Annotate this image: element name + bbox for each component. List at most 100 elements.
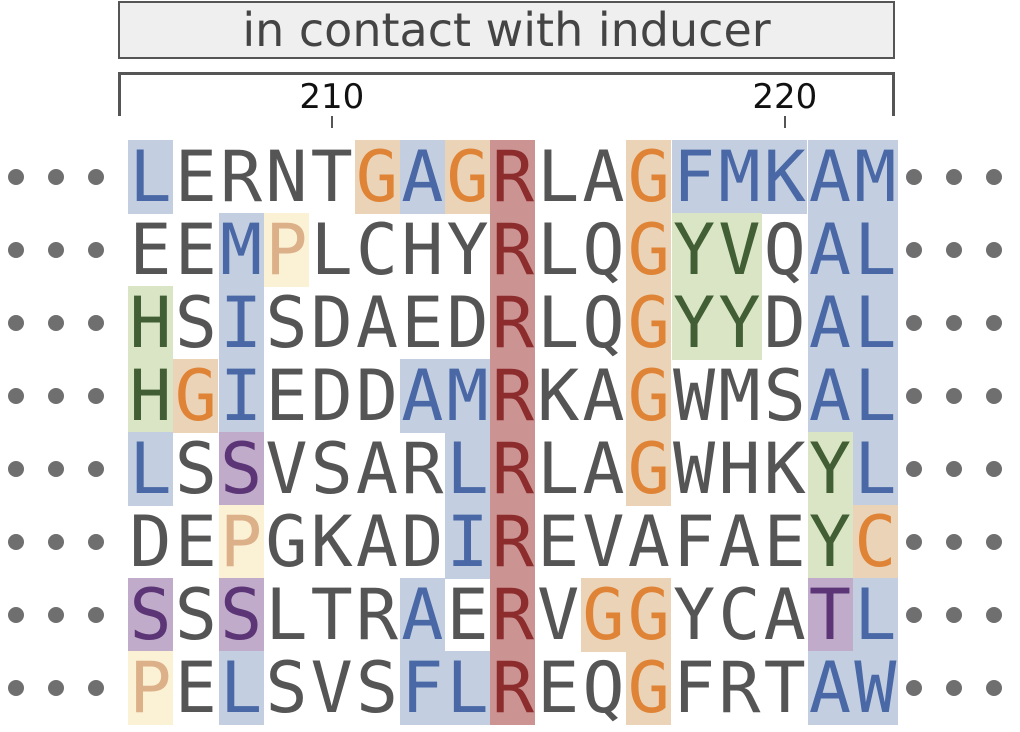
ellipsis-dot: [906, 315, 922, 331]
ellipsis-dots-left: [8, 169, 104, 185]
residue-cell: R: [490, 209, 536, 291]
residue-cell: L: [537, 282, 580, 364]
residue-cell: F: [673, 647, 716, 729]
residue-cell: Q: [582, 647, 625, 729]
residue-cell: R: [490, 647, 536, 729]
residue-cell: A: [627, 501, 670, 583]
residue-cell: R: [490, 574, 536, 656]
residue-cell: R: [490, 428, 536, 510]
ellipsis-dot: [986, 242, 1002, 258]
ellipsis-dots-left: [8, 607, 104, 623]
ellipsis-dots-left: [8, 388, 104, 404]
ellipsis-dot: [8, 242, 24, 258]
ellipsis-dot: [88, 242, 104, 258]
ellipsis-dot: [946, 242, 962, 258]
residue-cell: G: [626, 574, 672, 656]
residue-cell: Q: [582, 282, 625, 364]
ellipsis-dot: [88, 461, 104, 477]
ellipsis-dot: [946, 388, 962, 404]
residue-cell: Y: [807, 428, 853, 510]
residue-cell: K: [763, 428, 806, 510]
residue-cell: L: [218, 647, 264, 729]
residue-cell: S: [355, 647, 399, 729]
residue-cell: W: [852, 647, 898, 729]
residue-cell: G: [173, 355, 219, 437]
residue-cell: Y: [446, 209, 489, 291]
residue-cell: I: [445, 501, 491, 583]
residue-cell: T: [310, 136, 353, 218]
ellipsis-dot: [8, 680, 24, 696]
residue-cell: M: [852, 136, 898, 218]
residue-cell: S: [128, 574, 173, 656]
residue-cell: L: [852, 209, 898, 291]
residue-cell: K: [762, 136, 808, 218]
position-label-220: 220: [752, 77, 818, 117]
ellipsis-dot: [88, 388, 104, 404]
residue-cell: G: [626, 647, 672, 729]
ellipsis-dots-left: [8, 242, 104, 258]
residue-cell: E: [265, 355, 308, 437]
residue-cell: M: [716, 136, 762, 218]
residue-cell: L: [852, 428, 898, 510]
residue-cell: P: [218, 501, 264, 583]
residue-cell: V: [310, 647, 353, 729]
ellipsis-dot: [48, 315, 64, 331]
ellipsis-dot: [946, 169, 962, 185]
ellipsis-dots-right: [906, 315, 1002, 331]
ellipsis-dot: [986, 680, 1002, 696]
residue-cell: S: [174, 574, 217, 656]
region-title: in contact with inducer: [118, 1, 895, 59]
residue-cell: G: [626, 282, 672, 364]
ellipsis-dot: [48, 388, 64, 404]
ellipsis-dot: [8, 315, 24, 331]
ellipsis-dot: [906, 242, 922, 258]
residue-cell: A: [399, 574, 445, 656]
ellipsis-dots-right: [906, 242, 1002, 258]
residue-cell: L: [537, 209, 580, 291]
residue-cell: I: [218, 282, 264, 364]
residue-cell: K: [537, 355, 580, 437]
residue-cell: Q: [582, 209, 625, 291]
residue-cell: M: [718, 355, 761, 437]
residue-cell: F: [673, 501, 716, 583]
residue-cell: S: [174, 282, 217, 364]
residue-cell: E: [763, 501, 806, 583]
residue-cell: S: [763, 355, 806, 437]
residue-cell: S: [218, 428, 264, 510]
ellipsis-dots-left: [8, 680, 104, 696]
residue-cell: H: [718, 428, 761, 510]
residue-cell: A: [763, 574, 806, 656]
ellipsis-dot: [48, 607, 64, 623]
ellipsis-dot: [906, 534, 922, 550]
residue-cell: L: [537, 428, 580, 510]
residue-cell: E: [174, 209, 217, 291]
ellipsis-dot: [946, 315, 962, 331]
ellipsis-dots-left: [8, 534, 104, 550]
residue-cell: R: [718, 647, 761, 729]
ellipsis-dot: [986, 388, 1002, 404]
ellipsis-dot: [906, 607, 922, 623]
residue-cell: P: [128, 647, 173, 729]
residue-cell: D: [129, 501, 172, 583]
ellipsis-dot: [906, 461, 922, 477]
ellipsis-dots-right: [906, 388, 1002, 404]
residue-cell: W: [673, 428, 716, 510]
ellipsis-dots-left: [8, 315, 104, 331]
ellipsis-dot: [48, 534, 64, 550]
residue-cell: L: [852, 355, 898, 437]
residue-cell: A: [807, 647, 853, 729]
residue-cell: M: [445, 355, 491, 437]
residue-cell: Y: [807, 501, 853, 583]
ellipsis-dot: [8, 607, 24, 623]
residue-cell: D: [401, 501, 444, 583]
residue-cell: R: [490, 501, 536, 583]
residue-cell: S: [174, 428, 217, 510]
residue-cell: S: [265, 647, 308, 729]
residue-cell: A: [807, 209, 853, 291]
ellipsis-dot: [946, 461, 962, 477]
residue-cell: F: [399, 647, 445, 729]
residue-cell: V: [582, 501, 625, 583]
residue-cell: A: [582, 136, 625, 218]
ellipsis-dot: [986, 461, 1002, 477]
residue-cell: F: [671, 136, 717, 218]
